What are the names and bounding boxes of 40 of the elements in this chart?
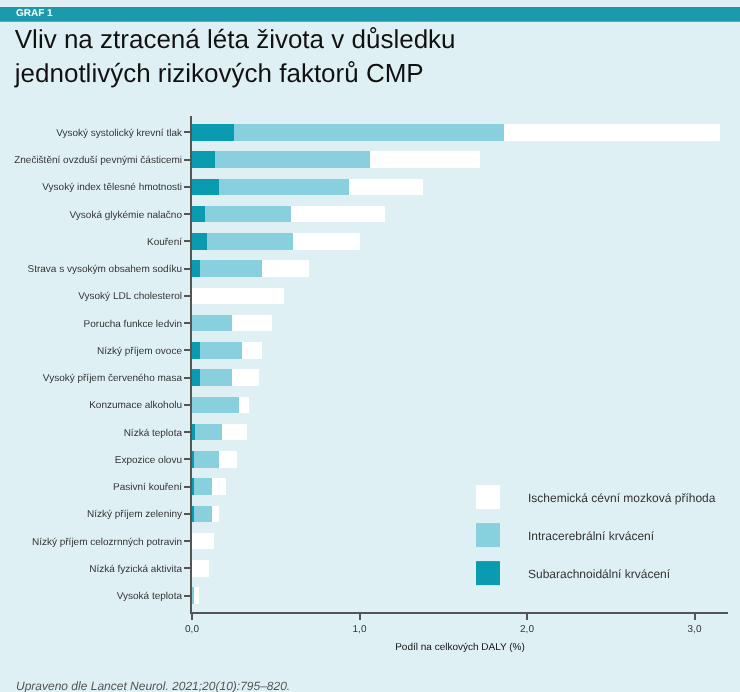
- chart-title: Vliv na ztracená léta života v důsledku jednotlivých rizikových faktorů CMP: [12, 24, 463, 89]
- bar: [215, 151, 370, 168]
- bar: [192, 314, 233, 332]
- bar: [262, 260, 310, 277]
- bar: [233, 124, 504, 141]
- bar: [503, 124, 720, 141]
- bar: [192, 260, 201, 277]
- bar: [232, 369, 259, 386]
- bar: [192, 560, 209, 577]
- bar: [192, 178, 219, 196]
- bar: [349, 178, 424, 196]
- bar: [200, 260, 263, 277]
- bar: [212, 478, 226, 495]
- bar: [238, 396, 249, 414]
- bar: [192, 342, 201, 359]
- bar: [192, 287, 285, 305]
- bar: [192, 205, 206, 223]
- bar: [222, 423, 248, 441]
- bar: [205, 205, 291, 223]
- bar: [232, 314, 273, 332]
- bar: [195, 423, 223, 441]
- bar: [242, 342, 263, 359]
- bar: [193, 505, 213, 523]
- bar: [218, 178, 350, 196]
- bar: [200, 342, 243, 359]
- bar: [192, 532, 214, 550]
- bar: [212, 505, 219, 523]
- bar: [192, 124, 234, 141]
- bar: [192, 233, 208, 250]
- bar: [200, 369, 233, 386]
- bar: [369, 151, 481, 168]
- bar: [193, 478, 213, 495]
- bar: [292, 233, 360, 250]
- bar: [290, 205, 385, 223]
- bar: [207, 233, 293, 250]
- bar: [192, 151, 216, 168]
- bar: [218, 451, 238, 468]
- bar: [192, 396, 239, 414]
- bar: [193, 451, 219, 468]
- bar: [192, 369, 201, 386]
